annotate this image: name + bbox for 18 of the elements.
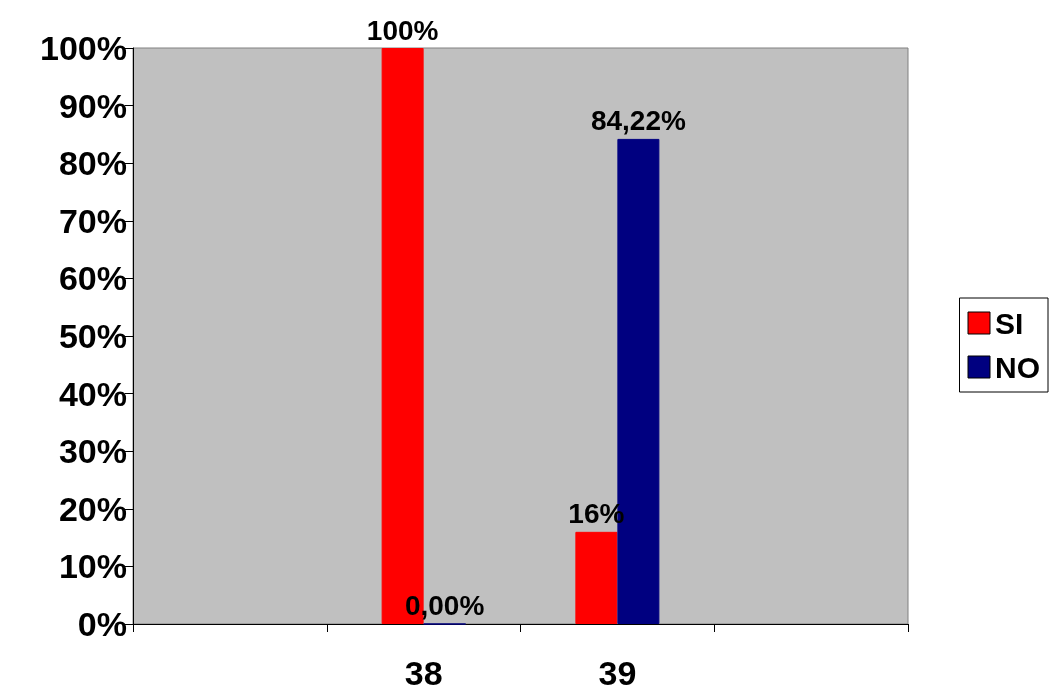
y-tick-label: 60% xyxy=(58,259,127,298)
legend-label: SI xyxy=(995,306,1024,340)
x-tick-label: 39 xyxy=(598,654,637,690)
x-tick-label: 38 xyxy=(404,654,443,690)
y-tick-label: 100% xyxy=(40,29,127,67)
y-tick-label: 40% xyxy=(58,374,127,413)
y-tick-label: 70% xyxy=(58,201,127,240)
data-label: 84,22% xyxy=(590,105,686,137)
y-tick-label: 10% xyxy=(58,547,127,586)
y-tick-label: 90% xyxy=(58,86,127,125)
y-tick-label: 0% xyxy=(77,605,127,643)
y-tick-label: 30% xyxy=(58,432,127,471)
y-tick-label: 20% xyxy=(58,489,127,528)
data-label: 100% xyxy=(366,14,439,46)
legend-label: NO xyxy=(995,350,1040,384)
y-tick-label: 80% xyxy=(58,144,127,183)
y-tick-label: 50% xyxy=(58,317,127,355)
bar xyxy=(575,531,618,624)
